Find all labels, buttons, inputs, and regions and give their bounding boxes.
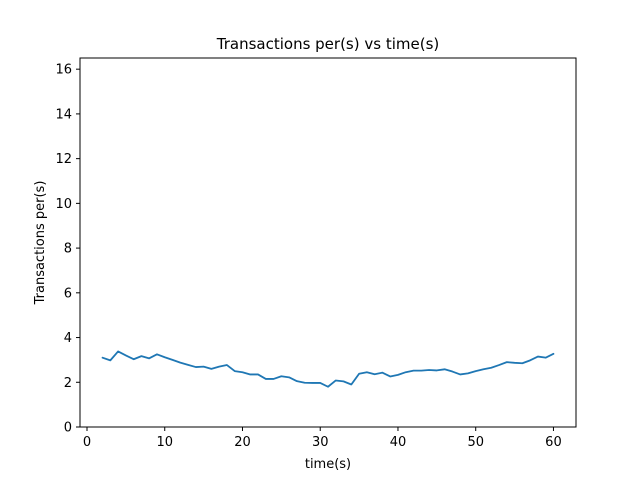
y-tick-label: 4 [64,331,72,346]
x-tick-label: 50 [467,435,484,450]
x-tick-label: 30 [312,435,329,450]
x-axis-ticks: 0 10 20 30 40 50 60 [83,427,562,450]
x-tick-label: 20 [234,435,251,450]
y-tick-label: 8 [64,242,72,257]
series-group [101,350,555,388]
chart-title: Transactions per(s) vs time(s) [216,35,439,53]
x-tick-label: 0 [83,435,91,450]
y-tick-label: 0 [64,421,72,436]
y-tick-label: 6 [64,286,72,301]
x-tick-label: 40 [390,435,407,450]
x-axis-label: time(s) [305,457,351,472]
y-tick-label: 10 [55,197,72,212]
y-tick-label: 2 [64,376,72,391]
y-axis-ticks: 0 2 4 6 8 10 12 14 16 [55,63,80,436]
series-line [101,350,555,388]
x-tick-label: 60 [545,435,562,450]
plot-frame [79,57,577,428]
y-tick-label: 14 [55,107,72,122]
y-tick-label: 12 [55,152,72,167]
x-tick-label: 10 [156,435,173,450]
y-tick-label: 16 [55,63,72,78]
y-axis-label: Transactions per(s) [33,181,48,306]
